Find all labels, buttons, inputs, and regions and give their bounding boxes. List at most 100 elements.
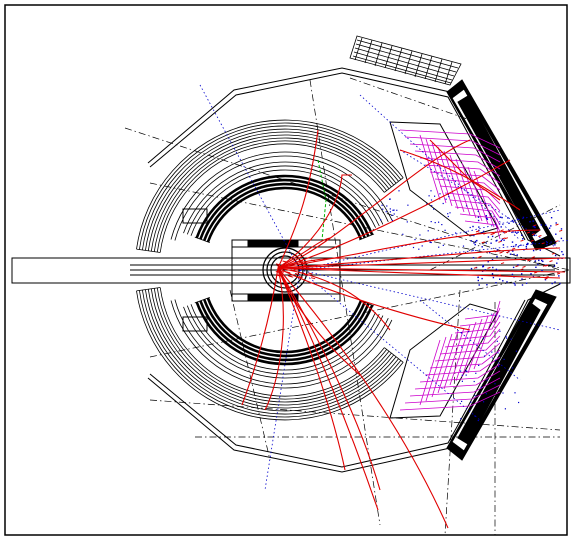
track-hit (483, 232, 487, 235)
inner-barrel-band (199, 300, 370, 362)
track-hit (503, 231, 508, 234)
neutral-hit (381, 204, 383, 206)
track-hit (498, 240, 502, 243)
barrel-layer-arc (186, 305, 380, 375)
neutral-hit (511, 220, 514, 222)
barrel-layer-arc (150, 134, 392, 252)
neutral-hit (532, 242, 534, 244)
neutral-hit (512, 231, 514, 233)
neutral-hit (512, 266, 515, 269)
track-hit (311, 259, 316, 262)
vertex-layer-arc (262, 269, 308, 293)
calo-hit-top (404, 136, 501, 156)
barrel-layer-arc (156, 287, 388, 400)
barrel-layer-arc (136, 290, 404, 421)
neutral-hit (553, 265, 556, 267)
track (264, 267, 284, 411)
calo-hit-bottom (419, 363, 501, 383)
neutral-hit (447, 193, 449, 195)
neutral-hit (478, 284, 480, 286)
track-hit (275, 271, 280, 273)
neutral-hit (532, 225, 534, 228)
neutral-hit (557, 258, 559, 260)
neutral-hit (430, 241, 432, 244)
neutral-hit (438, 246, 440, 248)
neutral-hit (515, 244, 517, 246)
neutral-hit (445, 198, 447, 200)
inner-barrel-band (195, 301, 374, 366)
track-hit (308, 272, 313, 275)
neutral-hit (558, 275, 560, 277)
neutral-hit (468, 331, 470, 333)
barrel-layer-arc (150, 288, 392, 406)
track-hit (551, 252, 556, 255)
track-hit (500, 229, 504, 232)
neutral-hit (406, 221, 408, 223)
track-hit (555, 240, 559, 243)
neutral-hit (535, 266, 537, 268)
neutral-hit (386, 205, 388, 207)
neutral-hit (426, 203, 428, 205)
track-hit (294, 273, 300, 275)
track (277, 267, 561, 279)
neutral-hit (470, 267, 473, 270)
barrel-layer-arc (190, 169, 376, 236)
track-hit (298, 261, 304, 264)
neutral-hit (393, 209, 395, 211)
track-hit (301, 262, 306, 265)
track-hit (310, 277, 316, 280)
track-hit (303, 264, 308, 267)
neutral-hit (474, 395, 476, 397)
barrel-endcap-line (384, 177, 404, 193)
calo-hit-bottom (449, 321, 501, 341)
neutral-hit (560, 237, 563, 240)
neutral-hit (473, 242, 475, 244)
barrel-layer-arc (170, 300, 393, 389)
neutral-hit (534, 260, 537, 262)
track-hit (506, 251, 510, 254)
neutral-hit (472, 257, 475, 259)
neutral-hit (393, 213, 395, 215)
track-hit (304, 273, 309, 276)
neutral-hit (500, 240, 503, 242)
track-hit (277, 274, 282, 277)
track-hit (302, 265, 307, 268)
neutral-hit (477, 216, 480, 218)
neutral-hit (516, 232, 518, 234)
track (277, 267, 391, 331)
neutral-hit (502, 244, 505, 246)
neutral-hit (522, 216, 525, 219)
neutral-hit (487, 261, 489, 263)
barrel-endcap-line (384, 347, 404, 363)
neutral-hit (525, 282, 528, 284)
neutral-hit (474, 243, 476, 246)
calo-hit-top (434, 178, 501, 198)
neutral-hit (447, 215, 449, 218)
neutral-hit (506, 281, 508, 283)
neutral-hit (522, 238, 524, 240)
barrel-layer-arc (147, 289, 395, 409)
calo-hit-top (454, 206, 501, 226)
barrel-layer-arc (159, 143, 385, 253)
neutral-hit (473, 235, 475, 237)
neutral-hit (490, 242, 492, 244)
neutral-hit (444, 229, 446, 231)
neutral-hit (461, 380, 463, 382)
barrel-dense-layers (195, 174, 374, 366)
neutral-hit (525, 245, 527, 248)
track-hit (473, 266, 478, 269)
viewer-frame (4, 4, 568, 536)
track (277, 267, 566, 273)
track (277, 229, 541, 269)
track-hit (542, 264, 547, 267)
track-hit (286, 271, 291, 274)
neutral-hit (477, 276, 479, 279)
neutral-hit (541, 269, 543, 272)
neutral-hit (385, 211, 387, 213)
neutral-hit (486, 379, 488, 381)
charged-tracks (241, 129, 566, 529)
barrel-layer-arc (190, 304, 376, 371)
calo-hit-top (459, 213, 501, 233)
neutral-hit (530, 273, 532, 275)
